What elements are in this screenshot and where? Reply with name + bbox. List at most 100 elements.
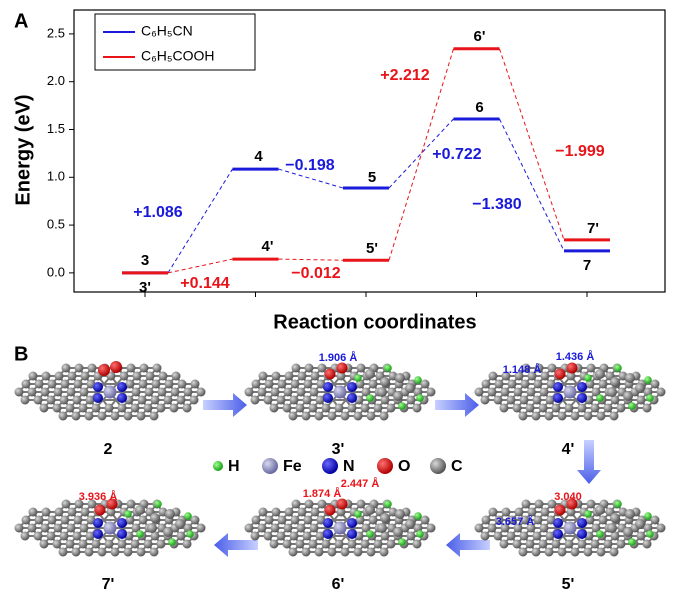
- atom: [427, 524, 436, 533]
- atom: [532, 412, 541, 421]
- atom: [303, 532, 312, 541]
- atom: [80, 524, 89, 533]
- atom: [545, 548, 554, 557]
- atom: [614, 364, 622, 372]
- atom: [475, 524, 484, 533]
- legend-atom: [213, 461, 223, 471]
- level-label: 3': [139, 279, 151, 296]
- atom: [553, 529, 563, 539]
- atom: [291, 516, 300, 525]
- atom: [310, 388, 319, 397]
- atom: [644, 376, 652, 384]
- atom: [494, 532, 503, 541]
- atom: [154, 500, 162, 508]
- atom: [259, 372, 268, 381]
- atom: [40, 540, 49, 549]
- atom: [311, 372, 320, 381]
- atom: [526, 404, 535, 413]
- atom: [278, 380, 287, 389]
- atom: [135, 505, 145, 515]
- atom: [318, 500, 327, 509]
- atom: [120, 372, 129, 381]
- atom: [577, 393, 587, 403]
- atom: [131, 404, 140, 413]
- atom: [127, 364, 136, 373]
- atom: [297, 388, 306, 397]
- atom: [643, 540, 652, 549]
- atom: [85, 412, 94, 421]
- atom: [67, 388, 76, 397]
- atom: [127, 500, 136, 509]
- distance-label: 3.936 Å: [79, 490, 118, 503]
- atom: [277, 532, 286, 541]
- structure: [245, 363, 436, 421]
- atom: [335, 540, 344, 549]
- atom: [47, 532, 56, 541]
- atom: [591, 540, 600, 549]
- atom: [285, 508, 294, 517]
- atom: [309, 404, 318, 413]
- atom: [610, 412, 619, 421]
- atom: [325, 505, 336, 516]
- atom: [305, 500, 314, 509]
- panel-label: A: [14, 10, 28, 32]
- atom: [380, 412, 389, 421]
- atom: [519, 548, 528, 557]
- atom: [366, 530, 374, 538]
- atom: [347, 382, 357, 392]
- atom: [416, 394, 424, 402]
- atom: [623, 391, 633, 401]
- atom: [361, 404, 370, 413]
- atom: [604, 404, 613, 413]
- level-label: 5': [366, 240, 378, 257]
- atom: [637, 532, 646, 541]
- atom: [111, 548, 120, 557]
- atom: [591, 404, 600, 413]
- atom: [380, 548, 389, 557]
- atom: [564, 386, 577, 399]
- atom: [251, 532, 260, 541]
- atom: [657, 388, 666, 397]
- atom: [635, 383, 645, 393]
- atom: [292, 500, 301, 509]
- atom: [635, 519, 645, 529]
- atom: [334, 522, 347, 535]
- atom: [508, 380, 517, 389]
- atom: [265, 380, 274, 389]
- atom: [513, 404, 522, 413]
- atom: [265, 516, 274, 525]
- atom: [22, 516, 31, 525]
- atom: [292, 364, 301, 373]
- atom: [500, 404, 509, 413]
- step-label: +2.212: [380, 67, 429, 84]
- atom: [384, 364, 392, 372]
- atom: [347, 393, 357, 403]
- atom: [296, 540, 305, 549]
- atom: [95, 505, 106, 516]
- atom: [42, 508, 51, 517]
- structure-label: 4': [562, 441, 575, 458]
- atom: [62, 364, 71, 373]
- atom: [617, 404, 626, 413]
- step-label: −0.198: [285, 157, 334, 174]
- atom: [304, 380, 313, 389]
- atom: [144, 540, 153, 549]
- step-label: −0.012: [291, 265, 340, 282]
- legend-label: C₆H₅CN: [141, 23, 193, 39]
- atom: [534, 516, 543, 525]
- distance-label: 3.040: [554, 491, 582, 503]
- distance-label: 1.874 Å: [303, 487, 342, 500]
- atom: [393, 527, 403, 537]
- legend-label: C: [451, 458, 463, 475]
- atom: [302, 412, 311, 421]
- atom: [183, 404, 192, 413]
- atom: [252, 380, 261, 389]
- atom: [184, 512, 192, 520]
- atom: [380, 377, 390, 387]
- atom: [628, 402, 636, 410]
- atom: [597, 412, 606, 421]
- atom: [302, 548, 311, 557]
- atom: [289, 548, 298, 557]
- atom: [98, 364, 110, 376]
- atom: [168, 538, 176, 546]
